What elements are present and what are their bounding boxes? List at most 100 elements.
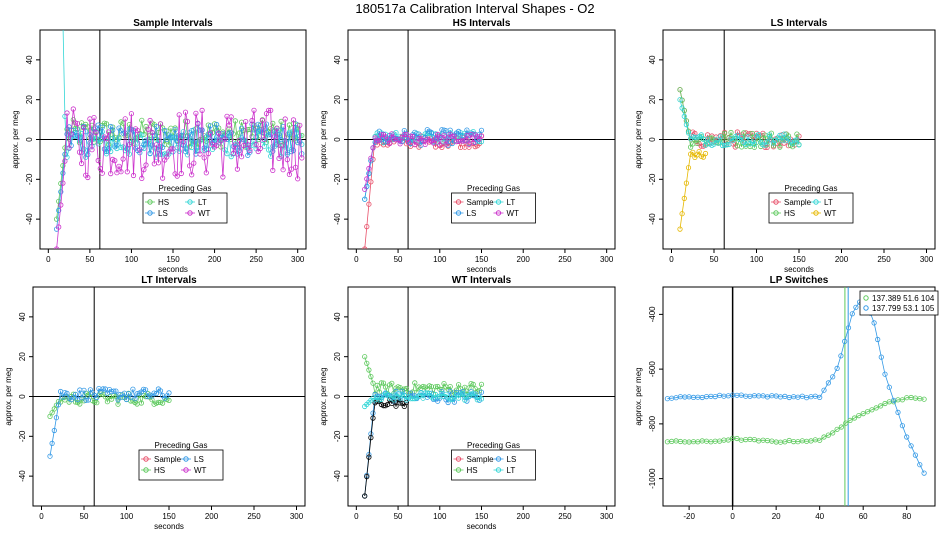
- data-point: [263, 121, 270, 127]
- data-point: [94, 400, 100, 406]
- data-point: [290, 117, 297, 123]
- data-point: [851, 415, 858, 421]
- data-point: [443, 141, 449, 147]
- data-point: [128, 111, 134, 117]
- data-point: [290, 147, 297, 154]
- data-point: [286, 131, 292, 137]
- data-point: [698, 132, 704, 138]
- y-tick-label: -400: [648, 306, 657, 323]
- series-line-WT: [364, 132, 482, 190]
- data-point: [745, 134, 751, 140]
- data-point: [91, 115, 97, 121]
- data-point: [119, 394, 125, 400]
- y-tick-label: -800: [648, 415, 657, 432]
- data-point: [368, 434, 374, 441]
- plot-area: [348, 287, 615, 506]
- y-tick-label: -40: [333, 213, 342, 225]
- data-point: [76, 135, 83, 141]
- data-point: [478, 381, 485, 387]
- data-point: [116, 135, 122, 141]
- data-point: [205, 151, 211, 157]
- data-point: [203, 170, 209, 176]
- data-point: [384, 136, 391, 142]
- data-point: [106, 145, 112, 151]
- data-point: [749, 130, 755, 137]
- data-point: [124, 169, 130, 175]
- data-point: [838, 424, 845, 430]
- data-point: [261, 143, 267, 149]
- data-point: [61, 18, 65, 22]
- data-point: [401, 403, 407, 409]
- data-point: [180, 139, 186, 145]
- y-tick-label: 40: [333, 312, 342, 321]
- panel-title: LP Switches: [770, 275, 829, 286]
- data-point: [393, 403, 399, 409]
- data-point: [236, 147, 243, 153]
- legend-marker: [495, 210, 502, 216]
- data-point: [70, 106, 76, 112]
- data-point: [123, 396, 130, 403]
- legend-marker: [187, 210, 193, 216]
- data-point: [94, 394, 100, 401]
- data-point: [218, 138, 224, 144]
- data-point: [166, 397, 172, 403]
- data-point: [432, 136, 439, 142]
- data-point: [387, 140, 393, 147]
- data-point: [81, 387, 87, 393]
- data-point: [164, 136, 170, 143]
- data-point: [364, 224, 370, 230]
- data-point: [197, 127, 203, 133]
- plot-area: [348, 30, 615, 249]
- data-point: [138, 400, 144, 406]
- data-point: [364, 176, 370, 182]
- panel-title: WT Intervals: [452, 275, 512, 286]
- data-point: [157, 388, 164, 394]
- data-point: [766, 132, 772, 138]
- legend-marker: [455, 456, 462, 462]
- data-point: [734, 129, 741, 135]
- data-point: [85, 174, 91, 181]
- data-point: [214, 142, 220, 148]
- data-point: [139, 132, 145, 138]
- data-point: [236, 130, 243, 136]
- data-point: [103, 121, 110, 127]
- data-point: [376, 137, 382, 143]
- data-point: [243, 119, 249, 125]
- data-point: [405, 139, 412, 145]
- data-point: [702, 150, 709, 157]
- data-point: [126, 151, 132, 157]
- data-point: [122, 130, 128, 136]
- data-point: [168, 134, 174, 140]
- data-point: [141, 167, 147, 173]
- data-point: [112, 158, 118, 164]
- data-point: [378, 132, 384, 138]
- data-point: [407, 133, 414, 139]
- data-point: [226, 130, 232, 136]
- data-point: [875, 336, 881, 343]
- legend-marker: [187, 199, 193, 205]
- legend-label: WT: [824, 209, 837, 218]
- x-tick-label: 80: [902, 512, 911, 521]
- data-point: [93, 130, 99, 136]
- data-point: [683, 122, 690, 128]
- x-tick-label: 60: [859, 512, 868, 521]
- data-point: [299, 155, 305, 161]
- data-point: [725, 437, 731, 443]
- data-point: [59, 18, 63, 22]
- data-point: [362, 186, 368, 192]
- x-tick-label: 0: [39, 512, 44, 521]
- x-tick-label: 50: [80, 512, 89, 521]
- data-point: [374, 138, 380, 144]
- x-tick-label: 250: [247, 512, 261, 521]
- y-axis-label: approx. per meg: [4, 367, 13, 425]
- data-point: [864, 409, 871, 415]
- chart-panel-5: WT Intervals 0 50 100 150 200 250 300 -40 -20 0 20 4…: [319, 275, 616, 531]
- legend-marker: [455, 467, 462, 473]
- data-point: [825, 380, 832, 386]
- legend-title: Preceding Gas: [467, 441, 520, 450]
- data-point: [224, 151, 230, 157]
- data-point: [191, 160, 197, 166]
- y-axis-label: approx. per meg: [634, 367, 643, 425]
- data-point: [259, 117, 265, 124]
- data-point: [882, 400, 888, 407]
